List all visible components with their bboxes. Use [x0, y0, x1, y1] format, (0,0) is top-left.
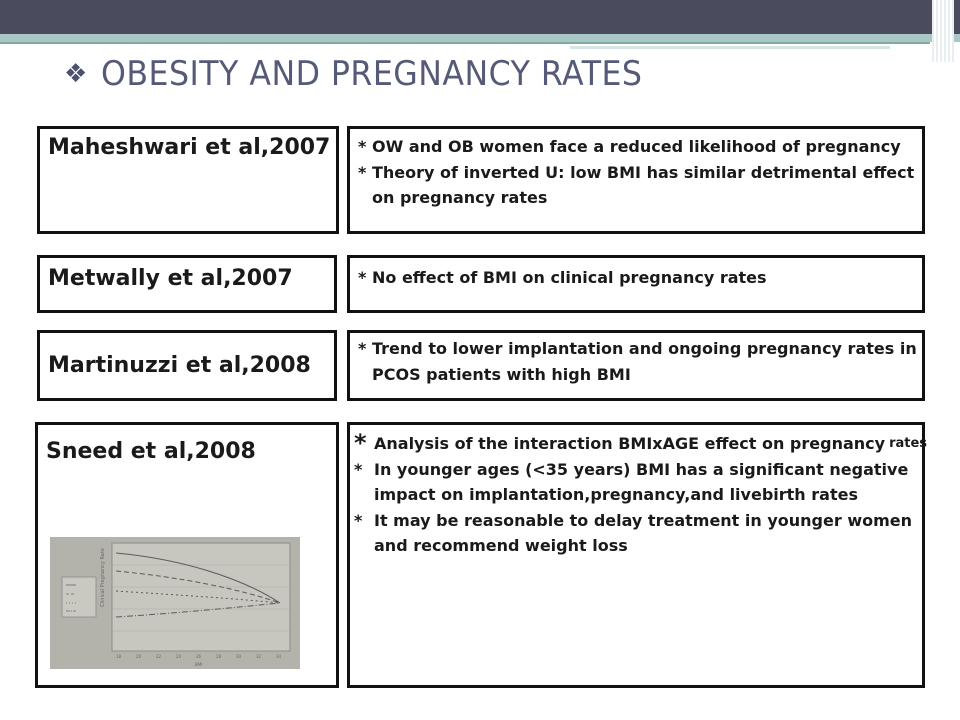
findings-list: * No effect of BMI on clinical pregnancy… [358, 265, 912, 291]
author-box-maheshwari: Maheshwari et al,2007 [37, 126, 339, 234]
header-banner [0, 0, 960, 34]
finding-text: In younger ages (<35 years) BMI has a si… [374, 459, 909, 479]
findings-list: * OW and OB women face a reduced likelih… [358, 134, 915, 211]
findings-box-metwally: * No effect of BMI on clinical pregnancy… [347, 255, 925, 313]
finding-text: No effect of BMI on clinical pregnancy r… [372, 268, 767, 287]
author-box-sneed: Sneed et al,2008 [35, 422, 339, 688]
author-box-metwally: Metwally et al,2007 [37, 255, 337, 313]
finding-text: Theory of inverted U: low BMI has simila… [372, 162, 915, 182]
finding-continuation: impact on implantation,pregnancy,and liv… [354, 482, 912, 508]
finding-continuation: on pregnancy rates [358, 185, 912, 211]
finding-continuation: PCOS patients with high BMI [358, 362, 912, 388]
chart-thumbnail-image: Clinical Pregnancy Rate 18 20 22 24 26 28 30… [50, 537, 300, 669]
finding-text: on pregnancy rates [372, 188, 548, 207]
svg-text:18: 18 [116, 654, 122, 659]
svg-text:BMI: BMI [195, 662, 202, 667]
asterisk-marker: * [358, 137, 367, 156]
author-name: Metwally et al,2007 [48, 266, 293, 291]
svg-text:24: 24 [176, 654, 182, 659]
author-name: Sneed et al,2008 [46, 439, 256, 464]
finding-text: and recommend weight loss [374, 536, 628, 555]
slide-title: OBESITY AND PREGNANCY RATES [101, 54, 643, 94]
author-name: Martinuzzi et al,2008 [48, 353, 311, 378]
title-row: ❖ OBESITY AND PREGNANCY RATES [64, 52, 684, 96]
svg-text:30: 30 [236, 654, 242, 659]
header-accent-band [0, 34, 960, 42]
finding-text-tail: rates [889, 436, 928, 451]
finding-text: OW and OB women face a reduced likelihoo… [372, 137, 901, 156]
asterisk-marker: * [358, 268, 367, 287]
header-accent-line-short [570, 46, 890, 49]
finding-text: impact on implantation,pregnancy,and liv… [374, 485, 858, 504]
svg-text:Clinical Pregnancy Rate: Clinical Pregnancy Rate [100, 548, 106, 607]
asterisk-marker: * [354, 429, 367, 457]
asterisk-marker: * [358, 339, 367, 358]
asterisk-marker: * [354, 459, 363, 479]
finding-item: * No effect of BMI on clinical pregnancy… [358, 265, 912, 291]
finding-item: * Theory of inverted U: low BMI has simi… [358, 160, 915, 186]
svg-text:28: 28 [216, 654, 222, 659]
finding-text: It may be reasonable to delay treatment … [374, 510, 912, 530]
author-name: Maheshwari et al,2007 [48, 135, 331, 160]
asterisk-marker: * [358, 162, 367, 182]
finding-item: * Trend to lower implantation and ongoin… [358, 336, 917, 362]
header-stripes [932, 0, 954, 62]
svg-text:26: 26 [196, 654, 202, 659]
chart-thumbnail-graphic: Clinical Pregnancy Rate 18 20 22 24 26 28 30… [50, 537, 300, 669]
finding-text: Analysis of the interaction BMIxAGE effe… [374, 434, 886, 453]
svg-text:32: 32 [256, 654, 262, 659]
svg-text:34: 34 [276, 654, 282, 659]
findings-list: * Analysis of the interaction BMIxAGE ef… [354, 429, 927, 559]
asterisk-marker: * [354, 510, 363, 530]
finding-continuation: and recommend weight loss [354, 533, 912, 559]
finding-item: * OW and OB women face a reduced likelih… [358, 134, 912, 160]
header-accent-line [0, 42, 930, 44]
findings-list: * Trend to lower implantation and ongoin… [358, 336, 917, 388]
finding-item: * It may be reasonable to delay treatmen… [354, 508, 912, 534]
finding-item: * Analysis of the interaction BMIxAGE ef… [354, 429, 927, 457]
svg-text:20: 20 [136, 654, 142, 659]
findings-box-martinuzzi: * Trend to lower implantation and ongoin… [347, 330, 925, 401]
diamond-bullet-icon: ❖ [64, 59, 88, 89]
findings-box-sneed: * Analysis of the interaction BMIxAGE ef… [347, 422, 927, 688]
findings-box-maheshwari: * OW and OB women face a reduced likelih… [347, 126, 925, 234]
finding-text: PCOS patients with high BMI [372, 364, 631, 384]
finding-item: * In younger ages (<35 years) BMI has a … [354, 457, 912, 483]
svg-text:22: 22 [156, 654, 162, 659]
author-box-martinuzzi: Martinuzzi et al,2008 [37, 330, 337, 401]
finding-text: Trend to lower implantation and ongoing … [372, 339, 917, 358]
